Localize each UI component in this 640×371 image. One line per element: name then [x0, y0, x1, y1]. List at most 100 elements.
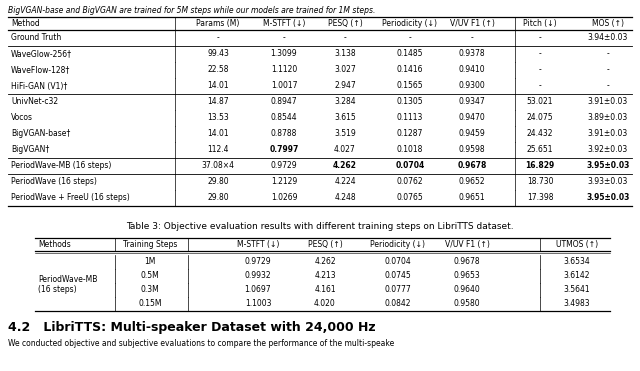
Text: 112.4: 112.4 [207, 145, 228, 154]
Text: -: - [607, 66, 609, 75]
Text: 53.021: 53.021 [527, 98, 553, 106]
Text: Periodicity (↓): Periodicity (↓) [383, 19, 438, 28]
Text: 22.58: 22.58 [207, 66, 228, 75]
Text: 0.0765: 0.0765 [397, 194, 424, 203]
Text: 24.075: 24.075 [527, 114, 554, 122]
Text: 0.9640: 0.9640 [454, 286, 481, 295]
Text: 4.2   LibriTTS: Multi-speaker Dataset with 24,000 Hz: 4.2 LibriTTS: Multi-speaker Dataset with… [8, 321, 376, 334]
Text: 3.138: 3.138 [334, 49, 356, 59]
Text: PESQ (↑): PESQ (↑) [328, 19, 362, 28]
Text: 3.89±0.03: 3.89±0.03 [588, 114, 628, 122]
Text: Method: Method [11, 19, 40, 28]
Text: Methods: Methods [38, 240, 71, 249]
Text: 0.8544: 0.8544 [271, 114, 298, 122]
Text: M-STFT (↓): M-STFT (↓) [263, 19, 305, 28]
Text: -: - [539, 82, 541, 91]
Text: 4.020: 4.020 [314, 299, 336, 309]
Text: 0.9729: 0.9729 [271, 161, 298, 171]
Text: 0.9932: 0.9932 [244, 272, 271, 280]
Text: 29.80: 29.80 [207, 194, 229, 203]
Text: 0.1305: 0.1305 [397, 98, 423, 106]
Text: BigVGAN-base and BigVGAN are trained for 5M steps while our models are trained f: BigVGAN-base and BigVGAN are trained for… [8, 6, 376, 15]
Text: 3.027: 3.027 [334, 66, 356, 75]
Text: 0.0777: 0.0777 [385, 286, 412, 295]
Text: 3.91±0.03: 3.91±0.03 [588, 98, 628, 106]
Text: HiFi-GAN (V1)†: HiFi-GAN (V1)† [11, 82, 67, 91]
Text: 4.161: 4.161 [314, 286, 336, 295]
Text: 25.651: 25.651 [527, 145, 553, 154]
Text: Periodicity (↓): Periodicity (↓) [371, 240, 426, 249]
Text: 3.95±0.03: 3.95±0.03 [586, 161, 630, 171]
Text: 4.248: 4.248 [334, 194, 356, 203]
Text: 3.5641: 3.5641 [564, 286, 590, 295]
Text: Pitch (↓): Pitch (↓) [523, 19, 557, 28]
Text: 0.7997: 0.7997 [269, 145, 299, 154]
Text: 0.1018: 0.1018 [397, 145, 423, 154]
Text: 4.213: 4.213 [314, 272, 336, 280]
Text: 0.0745: 0.0745 [385, 272, 412, 280]
Text: 0.9378: 0.9378 [459, 49, 485, 59]
Text: 1.2129: 1.2129 [271, 177, 297, 187]
Text: PeriodWave (16 steps): PeriodWave (16 steps) [11, 177, 97, 187]
Text: 0.1113: 0.1113 [397, 114, 423, 122]
Text: 0.9653: 0.9653 [454, 272, 481, 280]
Text: 13.53: 13.53 [207, 114, 229, 122]
Text: 4.262: 4.262 [333, 161, 357, 171]
Text: UTMOS (↑): UTMOS (↑) [556, 240, 598, 249]
Text: 3.91±0.03: 3.91±0.03 [588, 129, 628, 138]
Text: 0.9347: 0.9347 [459, 98, 485, 106]
Text: 0.1416: 0.1416 [397, 66, 423, 75]
Text: 14.01: 14.01 [207, 129, 229, 138]
Text: 1.3099: 1.3099 [271, 49, 298, 59]
Text: 0.8947: 0.8947 [271, 98, 298, 106]
Text: 14.01: 14.01 [207, 82, 229, 91]
Text: 0.9729: 0.9729 [244, 257, 271, 266]
Text: BigVGAN-base†: BigVGAN-base† [11, 129, 70, 138]
Text: 3.4983: 3.4983 [564, 299, 590, 309]
Text: Table 3: Objective evaluation results with different training steps on LibriTTS : Table 3: Objective evaluation results wi… [126, 222, 514, 231]
Text: 3.94±0.03: 3.94±0.03 [588, 33, 628, 43]
Text: 0.0762: 0.0762 [397, 177, 423, 187]
Text: -: - [470, 33, 474, 43]
Text: -: - [607, 82, 609, 91]
Text: 0.9410: 0.9410 [459, 66, 485, 75]
Text: -: - [607, 49, 609, 59]
Text: PeriodWave-MB (16 steps): PeriodWave-MB (16 steps) [11, 161, 111, 171]
Text: 0.0842: 0.0842 [385, 299, 412, 309]
Text: 0.8788: 0.8788 [271, 129, 297, 138]
Text: PESQ (↑): PESQ (↑) [308, 240, 342, 249]
Text: UnivNet-c32: UnivNet-c32 [11, 98, 58, 106]
Text: Ground Truth: Ground Truth [11, 33, 61, 43]
Text: 0.1287: 0.1287 [397, 129, 423, 138]
Text: 17.398: 17.398 [527, 194, 553, 203]
Text: 0.9580: 0.9580 [454, 299, 480, 309]
Text: 3.519: 3.519 [334, 129, 356, 138]
Text: 1.0269: 1.0269 [271, 194, 297, 203]
Text: 14.87: 14.87 [207, 98, 229, 106]
Text: V/UV F1 (↑): V/UV F1 (↑) [445, 240, 490, 249]
Text: 3.284: 3.284 [334, 98, 356, 106]
Text: 99.43: 99.43 [207, 49, 229, 59]
Text: PeriodWave + FreeU (16 steps): PeriodWave + FreeU (16 steps) [11, 194, 130, 203]
Text: 0.1565: 0.1565 [397, 82, 423, 91]
Text: 3.6142: 3.6142 [564, 272, 590, 280]
Text: 3.95±0.03: 3.95±0.03 [586, 194, 630, 203]
Text: V/UV F1 (↑): V/UV F1 (↑) [449, 19, 495, 28]
Text: 0.0704: 0.0704 [396, 161, 424, 171]
Text: -: - [539, 49, 541, 59]
Text: BigVGAN†: BigVGAN† [11, 145, 49, 154]
Text: 0.9598: 0.9598 [459, 145, 485, 154]
Text: 2.947: 2.947 [334, 82, 356, 91]
Text: 16.829: 16.829 [525, 161, 555, 171]
Text: 0.15M: 0.15M [138, 299, 162, 309]
Text: 37.08×4: 37.08×4 [202, 161, 234, 171]
Text: -: - [216, 33, 220, 43]
Text: PeriodWave-MB: PeriodWave-MB [38, 275, 97, 283]
Text: Vocos: Vocos [11, 114, 33, 122]
Text: 1.0017: 1.0017 [271, 82, 297, 91]
Text: Params (M): Params (M) [196, 19, 240, 28]
Text: 1.1003: 1.1003 [244, 299, 271, 309]
Text: 0.5M: 0.5M [141, 272, 159, 280]
Text: 3.92±0.03: 3.92±0.03 [588, 145, 628, 154]
Text: 4.262: 4.262 [314, 257, 336, 266]
